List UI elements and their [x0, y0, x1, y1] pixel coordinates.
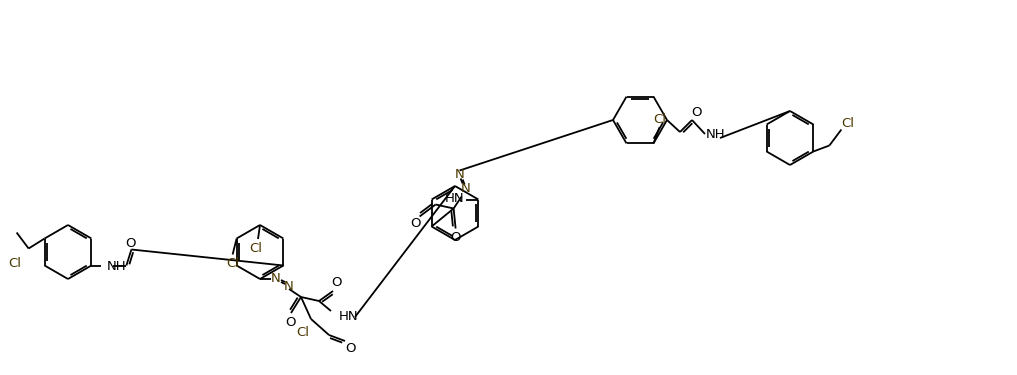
- Text: O: O: [332, 276, 343, 290]
- Text: Cl: Cl: [841, 117, 854, 130]
- Text: O: O: [286, 315, 296, 328]
- Text: O: O: [451, 231, 461, 244]
- Text: Cl: Cl: [8, 257, 21, 270]
- Text: Cl: Cl: [226, 257, 239, 270]
- Text: HN: HN: [444, 192, 465, 205]
- Text: NH: NH: [107, 260, 126, 273]
- Text: O: O: [691, 105, 702, 118]
- Text: N: N: [455, 168, 465, 181]
- Text: N: N: [461, 182, 471, 195]
- Text: O: O: [346, 342, 356, 355]
- Text: N: N: [272, 272, 281, 285]
- Text: Cl: Cl: [653, 113, 666, 126]
- Text: N: N: [284, 280, 294, 294]
- Text: O: O: [411, 217, 421, 230]
- Text: O: O: [125, 237, 135, 250]
- Text: Cl: Cl: [297, 327, 309, 339]
- Text: HN: HN: [339, 309, 359, 322]
- Text: NH: NH: [706, 128, 725, 141]
- Text: Cl: Cl: [249, 242, 262, 255]
